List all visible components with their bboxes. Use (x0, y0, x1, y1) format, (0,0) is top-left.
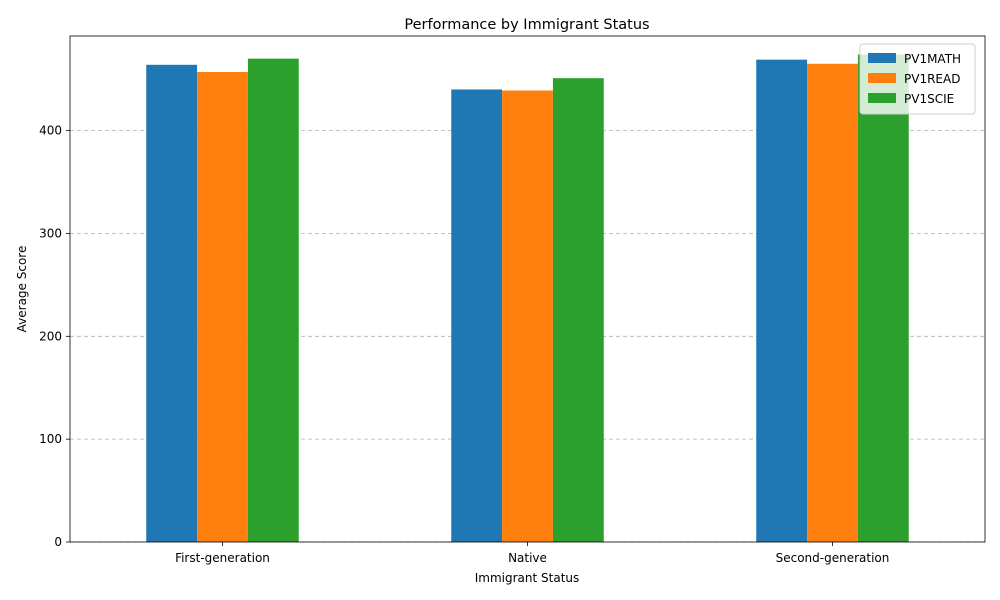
legend-label-pv1math: PV1MATH (904, 52, 961, 66)
x-tick-label: Native (508, 551, 547, 565)
legend-swatch-pv1math (868, 53, 896, 63)
y-tick-label: 200 (39, 329, 62, 343)
bar-pv1math-second-generation (756, 59, 808, 542)
bar-pv1math-native (451, 89, 503, 542)
legend-swatch-pv1scie (868, 93, 896, 103)
y-tick-label: 300 (39, 226, 62, 240)
bar-pv1math-first-generation (146, 64, 198, 542)
y-tick-label: 0 (54, 535, 62, 549)
legend: PV1MATH PV1READ PV1SCIE (859, 43, 976, 115)
bars (146, 54, 909, 543)
bar-pv1scie-first-generation (247, 58, 299, 543)
legend-swatch-pv1read (868, 73, 896, 83)
x-tick-label: First-generation (175, 551, 270, 565)
y-tick-label: 400 (39, 124, 62, 138)
legend-label-pv1scie: PV1SCIE (904, 92, 954, 106)
bar-pv1read-first-generation (197, 71, 248, 542)
axes: 0 100 200 300 400 First-generation Native Secon… (39, 35, 986, 565)
y-axis-label: Average Score (15, 246, 29, 333)
bar-pv1scie-second-generation (857, 54, 909, 542)
x-axis-label: Immigrant Status (475, 571, 580, 585)
x-tick-label: Second-generation (776, 551, 890, 565)
y-tick-label: 100 (39, 432, 62, 446)
bar-pv1read-second-generation (807, 63, 858, 543)
legend-label-pv1read: PV1READ (904, 72, 960, 86)
chart-title: Performance by Immigrant Status (404, 17, 649, 33)
bar-pv1read-native (502, 90, 553, 543)
bar-pv1scie-native (552, 78, 604, 543)
